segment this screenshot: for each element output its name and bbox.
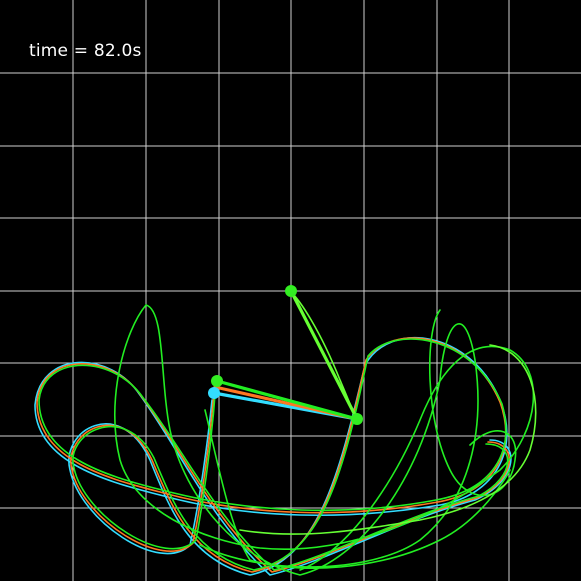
pendulum-bobs: [208, 285, 363, 425]
pendulum-arm-upper: [289, 289, 359, 421]
trace-green: [38, 304, 535, 576]
trace-orange: [36, 337, 511, 573]
pendulum-arm-lower-green: [215, 379, 359, 421]
pivot-bob: [285, 285, 297, 297]
end-bob-cyan: [208, 387, 220, 399]
pendulum-arms: [212, 289, 359, 421]
time-readout: time = 82.0s: [29, 41, 142, 61]
end-bob-green: [211, 375, 223, 387]
trace-cyan: [34, 336, 512, 576]
middle-bob: [351, 413, 363, 425]
